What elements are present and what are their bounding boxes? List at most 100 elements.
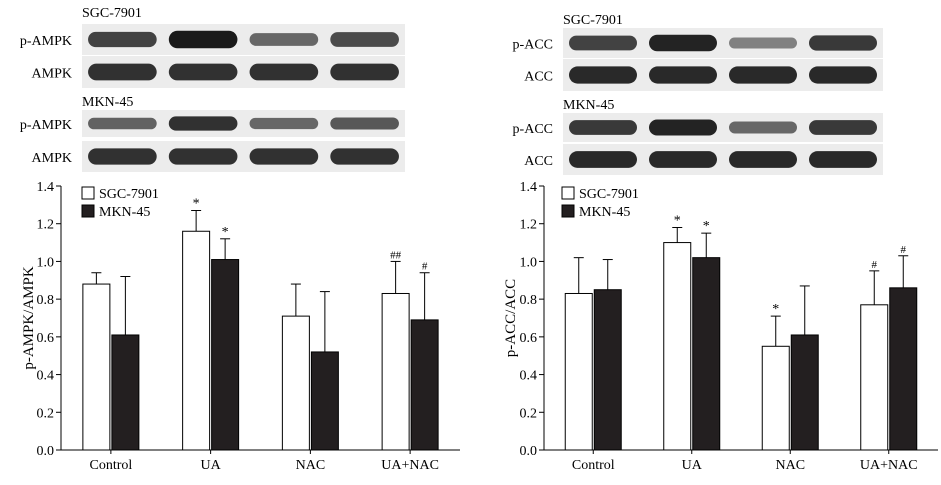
blot-cell-line-label: SGC-7901 (563, 13, 623, 28)
blot-band (569, 120, 637, 135)
legend-swatch (81, 186, 95, 200)
x-tick-label: Control (572, 458, 615, 473)
blot-band (249, 63, 319, 81)
y-tick-label: 0.6 (520, 331, 538, 346)
bar-sgc7901 (281, 315, 310, 451)
blot-protein-label: p-AMPK (20, 118, 72, 133)
x-tick-label: UA+NAC (381, 458, 439, 473)
blot-band (168, 148, 238, 165)
legend-swatch (81, 204, 95, 218)
y-tick-label: 0.2 (520, 406, 538, 421)
legend-label: MKN-45 (99, 205, 150, 220)
y-tick-label: 1.2 (37, 218, 55, 233)
bar-mkn45 (111, 334, 140, 451)
y-tick-label: 0.0 (37, 444, 55, 459)
y-tick-label: 0.4 (37, 369, 55, 384)
blot-band (168, 30, 238, 49)
significance-mark: # (901, 244, 907, 256)
blot-band (649, 66, 717, 84)
blot-band (649, 119, 717, 136)
blot-protein-label: p-AMPK (20, 34, 72, 49)
blot-cell-line-label: MKN-45 (563, 98, 614, 113)
x-tick-label: NAC (775, 458, 805, 473)
bar-sgc7901 (860, 304, 889, 451)
significance-mark: # (422, 261, 428, 273)
blot-band (809, 35, 877, 51)
legend-label: MKN-45 (579, 205, 630, 220)
x-tick-label: Control (89, 458, 132, 473)
blot-cell-line-label: MKN-45 (82, 95, 133, 110)
blot-band (809, 66, 877, 84)
y-tick-label: 0.8 (37, 293, 55, 308)
blot-protein-label: AMPK (32, 67, 72, 82)
y-tick-label: 1.2 (520, 218, 538, 233)
significance-mark: ## (390, 249, 402, 261)
blot-band (330, 63, 399, 81)
bar-mkn45 (211, 259, 240, 451)
bar-sgc7901 (381, 292, 410, 451)
y-tick-label: 1.4 (37, 180, 55, 195)
y-tick-label: 1.0 (37, 255, 55, 270)
blot-protein-label: p-ACC (513, 122, 553, 137)
legend-swatch (561, 204, 575, 218)
blot-cell-line-label: SGC-7901 (82, 6, 142, 21)
x-tick-label: UA (201, 458, 222, 473)
blot-band (809, 151, 877, 168)
blot-band (249, 148, 319, 165)
blot-band (569, 151, 637, 168)
x-tick-label: UA (682, 458, 703, 473)
y-axis-label: p-AMPK/AMPK (21, 266, 37, 370)
x-tick-label: UA+NAC (860, 458, 918, 473)
bar-sgc7901 (761, 345, 790, 451)
significance-mark: * (674, 213, 681, 228)
blot-band (729, 121, 797, 134)
blot-band (168, 116, 238, 131)
bar-mkn45 (790, 334, 819, 451)
bar-sgc7901 (663, 242, 692, 451)
blot-band (249, 117, 319, 130)
blot-band (330, 148, 399, 165)
y-tick-label: 0.2 (37, 406, 55, 421)
blot-band (249, 33, 319, 46)
bar-mkn45 (593, 289, 622, 451)
bar-mkn45 (310, 351, 339, 451)
significance-mark: * (703, 219, 710, 234)
significance-mark: * (772, 302, 779, 317)
significance-mark: # (872, 259, 878, 271)
y-tick-label: 1.4 (520, 180, 538, 195)
x-tick-label: NAC (296, 458, 326, 473)
blot-band (88, 117, 157, 130)
y-tick-label: 0.4 (520, 369, 538, 384)
y-tick-label: 0.6 (37, 331, 55, 346)
legend-label: SGC-7901 (579, 187, 639, 202)
blot-protein-label: ACC (524, 70, 553, 85)
bar-sgc7901 (564, 292, 593, 451)
legend-label: SGC-7901 (99, 187, 159, 202)
blot-protein-label: ACC (524, 154, 553, 169)
y-tick-label: 0.8 (520, 293, 538, 308)
blot-band (649, 151, 717, 168)
blot-protein-label: AMPK (32, 151, 72, 166)
blot-band (569, 66, 637, 84)
blot-band (168, 63, 238, 81)
blot-protein-label: p-ACC (513, 38, 553, 53)
bar-mkn45 (692, 257, 721, 451)
significance-mark: * (222, 225, 229, 240)
blot-band (330, 117, 399, 130)
blot-band (88, 31, 157, 48)
y-tick-label: 0.0 (520, 444, 538, 459)
y-axis-label: p-ACC/ACC (503, 279, 519, 357)
blot-band (729, 66, 797, 84)
blot-band (88, 63, 157, 81)
blot-band (729, 37, 797, 49)
legend-swatch (561, 186, 575, 200)
bar-sgc7901 (182, 230, 211, 451)
blot-band (569, 35, 637, 51)
bar-mkn45 (889, 287, 918, 451)
y-tick-label: 1.0 (520, 255, 538, 270)
blot-band (330, 32, 399, 47)
blot-band (649, 34, 717, 52)
blot-band (88, 148, 157, 165)
bar-sgc7901 (82, 283, 111, 451)
